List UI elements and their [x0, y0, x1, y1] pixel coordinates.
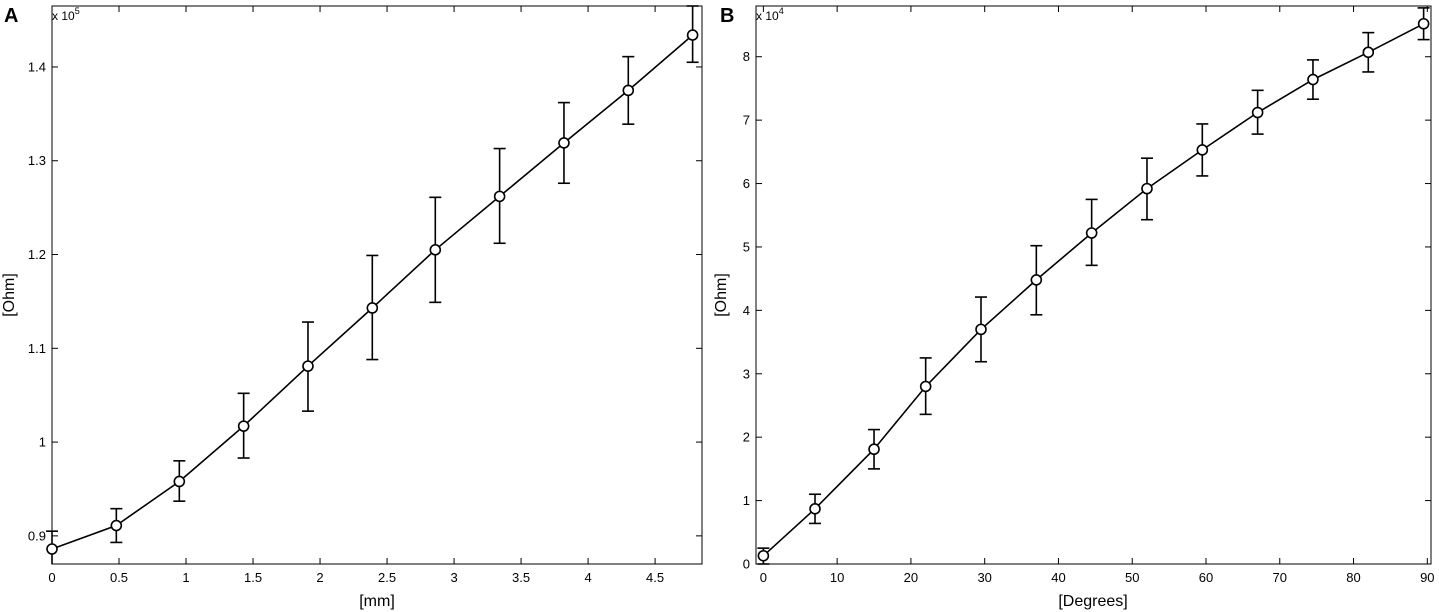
panel-a-data-point [46, 543, 58, 555]
panel-b-y-multiplier: x 104 [756, 6, 784, 23]
panel-b-x-ticks: 0 10 20 30 40 50 60 70 80 90 [760, 6, 1435, 585]
panel-b-data-point [1030, 274, 1043, 286]
panel-b-data-point [1251, 106, 1264, 119]
panel-b-y-tick-label: 6 [743, 176, 750, 191]
panel-b-series [757, 7, 1430, 565]
panel-a-data-point [110, 519, 123, 532]
panel-b-data-point [1417, 17, 1430, 30]
panel-a-y-tick-label: 1.2 [28, 247, 46, 262]
panel-b-x-tick-label: 70 [1273, 570, 1287, 585]
panel-b-x-tick-label: 30 [977, 570, 991, 585]
panel-b-y-axis-label: [Ohm] [713, 273, 730, 317]
panel-a-data-point [558, 137, 570, 149]
panel-b: B x 104 [Ohm] [Degrees] 0 10 20 30 40 50 60 70 8… [713, 5, 1435, 610]
panel-a-data-point [686, 29, 699, 41]
panel-a-y-tick-label: 1.3 [28, 153, 46, 168]
panel-a-y-axis-label: [Ohm] [1, 273, 18, 317]
panel-a-x-ticks: 0 0.5 1 1.5 2 2.5 3 3.5 4 4.5 [48, 6, 664, 585]
panel-b-y-tick-label: 4 [743, 303, 750, 318]
panel-b-data-point [1362, 46, 1375, 59]
panel-b-y-tick-label: 5 [743, 239, 750, 254]
panel-b-x-tick-label: 90 [1420, 570, 1434, 585]
panel-b-x-tick-label: 0 [760, 570, 767, 585]
panel-b-series-line [762, 23, 1424, 557]
panel-b-x-tick-label: 10 [830, 570, 844, 585]
panel-a-x-tick-label: 0 [48, 570, 55, 585]
panel-b-x-tick-label: 40 [1051, 570, 1065, 585]
panel-a-y-tick-label: 1.1 [28, 341, 46, 356]
panel-b-y-tick-label: 0 [743, 557, 750, 572]
panel-b-y-tick-label: 8 [743, 49, 750, 64]
panel-b-data-point [1196, 144, 1209, 156]
panel-b-y-tick-label: 1 [743, 493, 750, 508]
panel-b-label: B [720, 5, 734, 27]
panel-a-data-point [622, 84, 635, 97]
panel-a-data-point [237, 420, 250, 432]
panel-a-label: A [4, 5, 18, 27]
panel-a-x-tick-label: 3 [450, 570, 457, 585]
panel-b-y-tick-label: 2 [743, 430, 750, 445]
panel-a-data-point [493, 190, 506, 203]
panel-b-plot-frame [755, 5, 1432, 565]
panel-a-x-tick-label: 3.5 [512, 570, 530, 585]
panel-a-y-tick-label: 1 [39, 435, 46, 450]
panel-a-x-tick-label: 1 [182, 570, 189, 585]
panel-a-x-tick-label: 4.5 [646, 570, 664, 585]
panel-b-data-point [975, 323, 987, 336]
panel-a-x-tick-label: 4 [584, 570, 591, 585]
panel-b-x-tick-label: 60 [1199, 570, 1213, 585]
panel-a-data-point [173, 475, 186, 488]
panel-a-y-ticks: 0.9 1 1.1 1.2 1.3 1.4 [28, 59, 702, 543]
panel-a-y-multiplier: x 105 [52, 6, 80, 23]
panel-b-data-point [809, 503, 821, 515]
panel-a-x-tick-label: 1.5 [244, 570, 262, 585]
panel-b-data-point [1085, 227, 1098, 239]
panel-a-plot-frame [51, 5, 703, 565]
panel-a-y-tick-label: 0.9 [28, 528, 46, 543]
panel-b-data-point [919, 380, 932, 393]
panel-b-x-tick-label: 80 [1346, 570, 1360, 585]
panel-a-x-tick-label: 0.5 [110, 570, 128, 585]
panel-b-data-point [757, 549, 770, 562]
panel-a-x-tick-label: 2 [316, 570, 323, 585]
panel-b-x-tick-label: 20 [904, 570, 918, 585]
panel-b-data-point [1141, 182, 1153, 195]
panel-a-data-point [366, 302, 379, 314]
panel-b-y-tick-label: 3 [743, 366, 750, 381]
panel-a: A x 105 [Ohm] [mm] 0 0.5 1 1.5 2 2.5 3 3.5 4 4.5 … [1, 5, 703, 610]
panel-b-y-tick-label: 7 [743, 113, 750, 128]
panel-b-data-point [868, 443, 880, 456]
panel-a-series [46, 5, 699, 564]
panel-b-data-point [1307, 73, 1319, 86]
panel-a-x-tick-label: 2.5 [378, 570, 396, 585]
panel-a-y-tick-label: 1.4 [28, 59, 46, 74]
panel-b-x-axis-label: [Degrees] [1058, 593, 1127, 610]
panel-b-y-ticks: 0 1 2 3 4 5 6 7 8 [743, 49, 1431, 572]
panel-a-data-point [429, 244, 442, 256]
panel-a-data-point [302, 360, 314, 372]
panel-b-x-tick-label: 50 [1125, 570, 1139, 585]
panel-a-x-axis-label: [mm] [359, 593, 395, 610]
